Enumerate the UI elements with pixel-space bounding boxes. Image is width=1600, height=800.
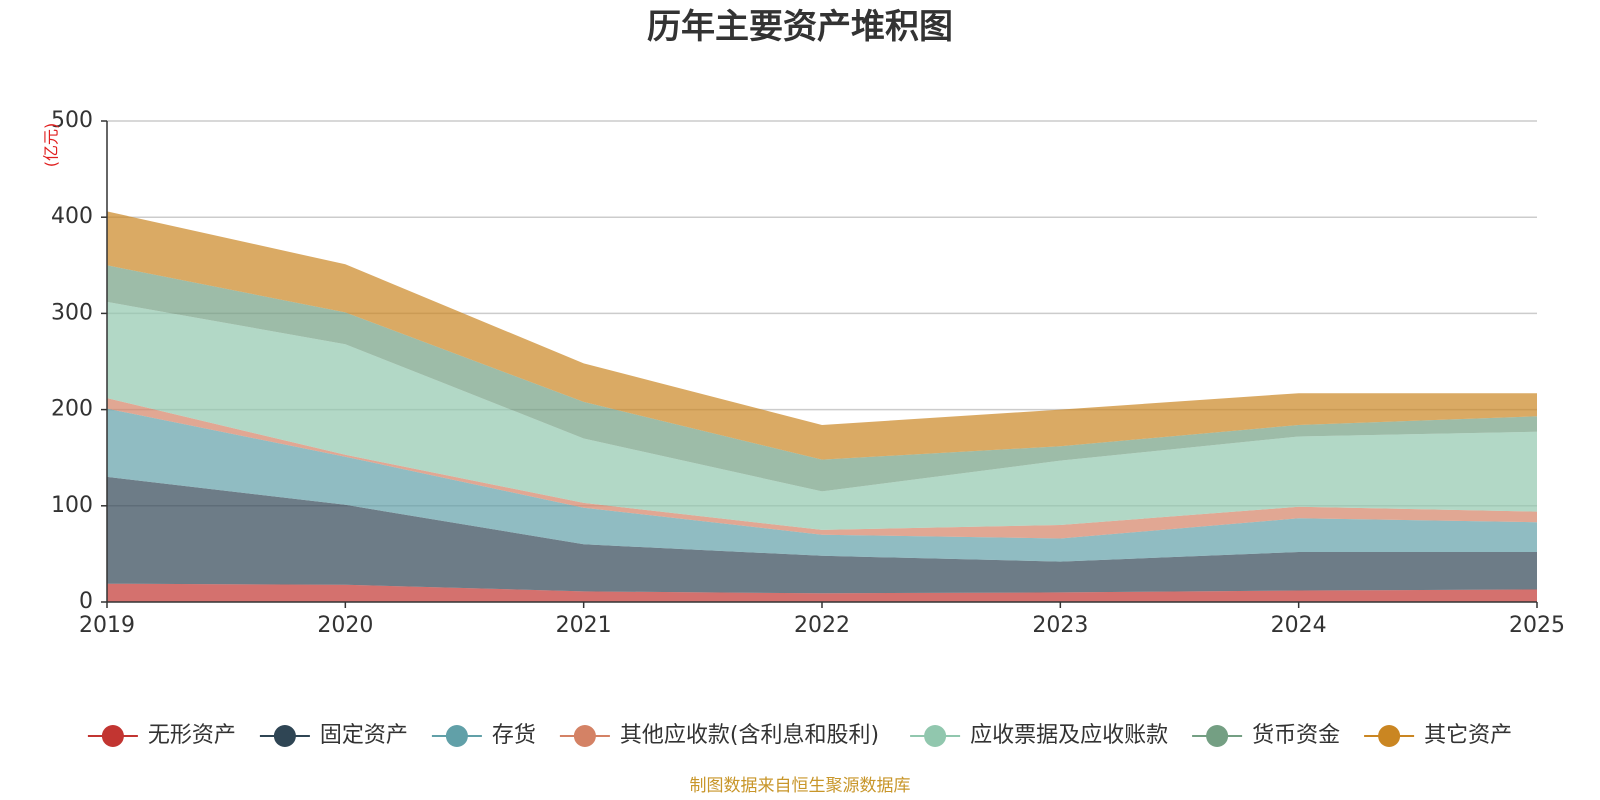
legend-marker-icon [273,725,296,747]
y-tick-label: 500 [51,108,93,133]
legend-item[interactable]: 货币资金 [1192,723,1340,748]
area-应收票据及应收账款 [107,301,1537,530]
legend-item[interactable]: 其他应收款(含利息和股利) [559,723,879,748]
legend-item[interactable]: 固定资产 [259,723,408,748]
x-tick-label: 2023 [1032,613,1088,638]
y-axis-ticks: 0 100 200 300 400 500 [51,108,107,614]
legend-item[interactable]: 应收票据及应收账款 [910,723,1168,748]
legend-label: 其它资产 [1424,723,1512,748]
legend-label: 固定资产 [320,723,408,748]
x-tick-label: 2024 [1271,613,1327,638]
legend-label: 存货 [492,723,536,748]
y-tick-label: 0 [79,589,93,614]
legend-marker-icon [101,725,124,747]
x-tick-label: 2019 [79,613,135,638]
y-axis-unit-label: (亿元) [42,123,61,168]
y-tick-label: 200 [51,397,93,422]
legend-marker-icon [924,725,947,747]
legend-marker-icon [445,725,468,747]
legend: 无形资产 固定资产 存货 其他应收款(含利息和股利) 应收票据及应收账款 货币资金 其它资产 [87,723,1512,748]
legend-label: 货币资金 [1252,723,1340,748]
x-tick-label: 2021 [556,613,612,638]
legend-label: 其他应收款(含利息和股利) [620,723,879,748]
x-tick-label: 2025 [1509,613,1565,638]
x-tick-label: 2020 [317,613,373,638]
legend-marker-icon [1206,725,1229,747]
y-tick-label: 400 [51,204,93,229]
legend-marker-icon [573,725,596,747]
y-tick-label: 300 [51,300,93,325]
legend-label: 应收票据及应收账款 [970,723,1168,748]
legend-item[interactable]: 存货 [431,723,536,748]
data-source-note: 制图数据来自恒生聚源数据库 [690,776,911,796]
legend-marker-icon [1378,725,1401,747]
x-tick-label: 2022 [794,613,850,638]
area-series-group [107,211,1537,602]
x-axis-ticks: 2019 2020 2021 2022 2023 2024 2025 [79,602,1565,638]
area-固定资产 [107,476,1537,594]
chart-title: 历年主要资产堆积图 [647,7,953,47]
area-存货 [107,408,1537,562]
area-无形资产 [107,583,1537,602]
y-tick-label: 100 [51,493,93,518]
legend-item[interactable]: 其它资产 [1364,723,1512,748]
legend-item[interactable]: 无形资产 [87,723,236,748]
legend-label: 无形资产 [148,723,236,748]
